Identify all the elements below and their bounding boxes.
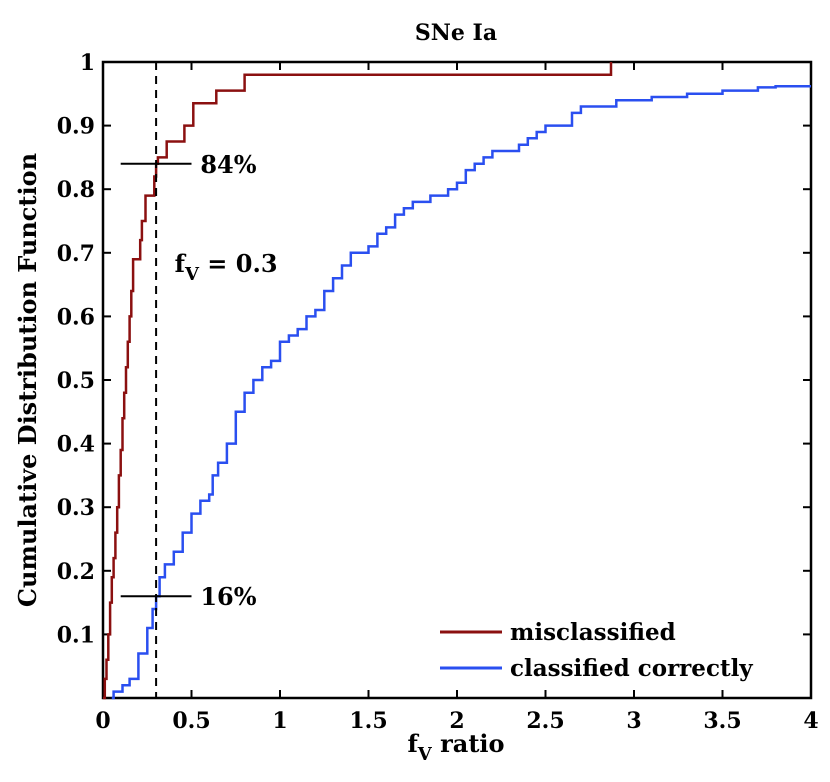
x-tick-label: 3 bbox=[626, 708, 641, 734]
x-axis-ticks: 0 0.5 1 1.5 2 2.5 3 3.5 4 bbox=[95, 62, 819, 734]
legend: misclassified classified correctly bbox=[440, 619, 753, 682]
threshold-label-sub: V bbox=[184, 264, 200, 285]
series-line-classified-correctly bbox=[111, 84, 811, 700]
x-tick-label: 4 bbox=[803, 708, 818, 734]
series-layer bbox=[103, 62, 811, 700]
x-tick-label: 0 bbox=[95, 708, 110, 734]
y-tick-label: 0.1 bbox=[57, 622, 95, 648]
y-tick-label: 1 bbox=[80, 50, 95, 76]
percent-mark-label: 84% bbox=[200, 150, 256, 179]
x-tick-label: 1.5 bbox=[349, 708, 387, 734]
x-axis-title: fV ratio bbox=[407, 729, 504, 765]
legend-label-misclassified: misclassified bbox=[510, 619, 676, 646]
y-tick-label: 0.9 bbox=[57, 114, 95, 140]
legend-label-classified-correctly: classified correctly bbox=[510, 655, 753, 682]
y-tick-label: 0.4 bbox=[57, 432, 95, 458]
y-tick-label: 0.2 bbox=[57, 559, 95, 585]
x-axis-title-sub: V bbox=[417, 744, 433, 765]
series-line-misclassified bbox=[103, 62, 613, 700]
y-axis-title: Cumulative Distribution Function bbox=[13, 153, 42, 607]
threshold-label: fV = 0.3 bbox=[175, 249, 278, 285]
chart-title: SNe Ia bbox=[415, 20, 497, 46]
y-axis-ticks: 0.1 0.2 0.3 0.4 0.5 0.6 0.7 0.8 0.9 1 bbox=[57, 50, 811, 648]
x-tick-label: 1 bbox=[272, 708, 287, 734]
x-tick-label: 3.5 bbox=[703, 708, 741, 734]
y-tick-label: 0.8 bbox=[57, 177, 95, 203]
y-tick-label: 0.7 bbox=[57, 241, 95, 267]
x-axis-title-rest: ratio bbox=[432, 729, 505, 758]
threshold-label-rest: = 0.3 bbox=[199, 249, 278, 278]
percent-mark-label: 16% bbox=[200, 582, 256, 611]
x-tick-label: 2.5 bbox=[526, 708, 564, 734]
x-axis-title-main: f bbox=[407, 729, 419, 758]
x-tick-label: 2 bbox=[449, 708, 464, 734]
y-tick-label: 0.5 bbox=[57, 368, 95, 394]
y-tick-label: 0.6 bbox=[57, 304, 95, 330]
y-tick-label: 0.3 bbox=[57, 495, 95, 521]
annotation-layer: fV = 0.3 84% 16% bbox=[120, 62, 278, 698]
threshold-label-main: f bbox=[175, 249, 187, 278]
x-tick-label: 0.5 bbox=[172, 708, 210, 734]
